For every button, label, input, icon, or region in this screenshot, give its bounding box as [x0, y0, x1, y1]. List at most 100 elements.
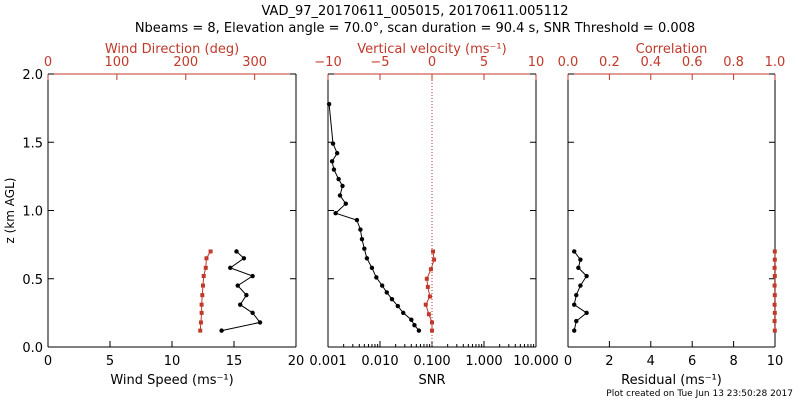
series-bottom-marker [572, 302, 577, 307]
series-bottom-marker [379, 283, 385, 288]
series-bottom-marker [250, 310, 255, 316]
y-tick-label: 1.5 [22, 136, 43, 151]
y-tick-label: 0.0 [22, 341, 43, 356]
series-top-marker [772, 328, 777, 333]
series-bottom-marker [334, 150, 340, 156]
series-bottom-marker [234, 249, 239, 254]
series-top-marker [772, 283, 777, 288]
x-tick-label: 2 [605, 354, 613, 369]
series-top-marker [198, 320, 203, 325]
series-bottom-marker [326, 101, 332, 107]
series-bottom-marker [343, 201, 349, 206]
series-top-marker [198, 328, 203, 333]
x-tick-label: 0 [44, 354, 52, 369]
figure-title: VAD_97_20170611_005015, 20170611.005112 [262, 4, 569, 19]
series-bottom-marker [228, 265, 233, 271]
series-bottom-marker [409, 317, 414, 322]
series-top-marker [204, 256, 209, 261]
top-axis-label: Correlation [636, 42, 708, 57]
series-top-marker [432, 257, 437, 262]
series-bottom-marker [362, 246, 367, 251]
series-bottom-marker [574, 318, 579, 324]
series-bottom-marker [578, 257, 583, 262]
top-tick-label: 0.0 [558, 55, 579, 70]
series-top-line [199, 251, 212, 331]
x-tick-label: 0.001 [309, 354, 346, 369]
series-top-marker [772, 257, 777, 262]
series-top-marker [772, 310, 777, 315]
top-tick-label: 0.2 [599, 55, 620, 70]
series-bottom-marker [572, 249, 577, 254]
plot-credit: Plot created on Tue Jun 13 23:50:28 2017 [606, 389, 793, 399]
series-bottom-marker [340, 183, 345, 189]
series-bottom-line [328, 103, 420, 331]
series-bottom-marker [235, 283, 240, 288]
series-top-marker [427, 294, 432, 299]
series-bottom-marker [354, 217, 360, 223]
series-top-marker [772, 274, 777, 279]
series-top-marker [201, 274, 206, 279]
series-bottom-marker [374, 275, 379, 280]
y-tick-label: 1.0 [22, 205, 43, 220]
x-tick-label: 0 [564, 354, 572, 369]
top-tick-label: −10 [314, 55, 341, 70]
series-bottom-marker [244, 292, 249, 298]
x-tick-label: 0.100 [413, 354, 450, 369]
series-bottom-marker [257, 320, 263, 325]
x-axis-label: SNR [418, 373, 445, 388]
top-tick-label: 10 [528, 55, 545, 70]
series-top-marker [425, 284, 430, 289]
top-tick-label: 100 [104, 55, 129, 70]
series-top-marker [430, 328, 434, 333]
series-bottom-marker [401, 310, 406, 316]
series-top-marker [426, 312, 431, 317]
y-axis-label: z (km AGL) [3, 178, 17, 244]
series-bottom-line [573, 251, 588, 331]
x-tick-label: 15 [226, 354, 243, 369]
panel-residual: 0 2 4 6 8 10 Residual (ms⁻¹) 0.0 0.2 0.4 0.6 0.8 1.0… [558, 42, 786, 388]
series-top-marker [428, 267, 433, 272]
top-tick-label: 0.8 [723, 55, 744, 70]
series-bottom-marker [359, 236, 365, 242]
series-bottom-marker [578, 283, 583, 288]
series-bottom-marker [416, 328, 422, 333]
series-top-marker [208, 249, 213, 254]
series-bottom-marker [219, 328, 224, 333]
series-top-marker [199, 302, 204, 307]
series-top-marker [200, 293, 205, 298]
x-tick-label: 10 [767, 354, 784, 369]
series-top-marker [772, 293, 777, 298]
panel-snr: 0.001 0.010 0.100 1.000 10.000 SNR −10 −5 0 5 10 Ve… [309, 42, 558, 388]
top-tick-label: 0 [428, 55, 436, 70]
top-tick-label: −5 [370, 55, 389, 70]
series-bottom-marker [250, 273, 255, 279]
series-bottom-marker [412, 322, 417, 328]
series-top-marker [199, 310, 204, 315]
series-top-marker [423, 302, 428, 307]
series-bottom-marker [584, 310, 589, 316]
x-tick-label: 0.010 [361, 354, 398, 369]
series-top-marker [772, 265, 777, 270]
figure-subtitle: Nbeams = 8, Elevation angle = 70.0°, sca… [135, 21, 695, 36]
series-bottom-marker [574, 292, 579, 298]
x-tick-label: 1.000 [465, 354, 502, 369]
series-top-marker [424, 276, 429, 281]
series-bottom-marker [572, 328, 577, 333]
top-tick-label: 0.4 [640, 55, 661, 70]
series-bottom-marker [389, 297, 395, 302]
series-bottom-marker [384, 290, 389, 295]
y-tick-label: 2.0 [22, 68, 43, 83]
series-bottom-marker [369, 265, 375, 271]
x-tick-label: 20 [288, 354, 305, 369]
series-bottom-marker [395, 303, 401, 309]
series-bottom-marker [238, 302, 243, 307]
x-tick-label: 4 [647, 354, 655, 369]
series-top-marker [430, 320, 434, 325]
top-tick-label: 200 [173, 55, 198, 70]
x-tick-label: 10.000 [513, 354, 559, 369]
series-bottom-marker [358, 227, 363, 232]
series-bottom-marker [333, 211, 338, 216]
series-top-marker [203, 265, 208, 270]
series-bottom-marker [241, 256, 247, 261]
